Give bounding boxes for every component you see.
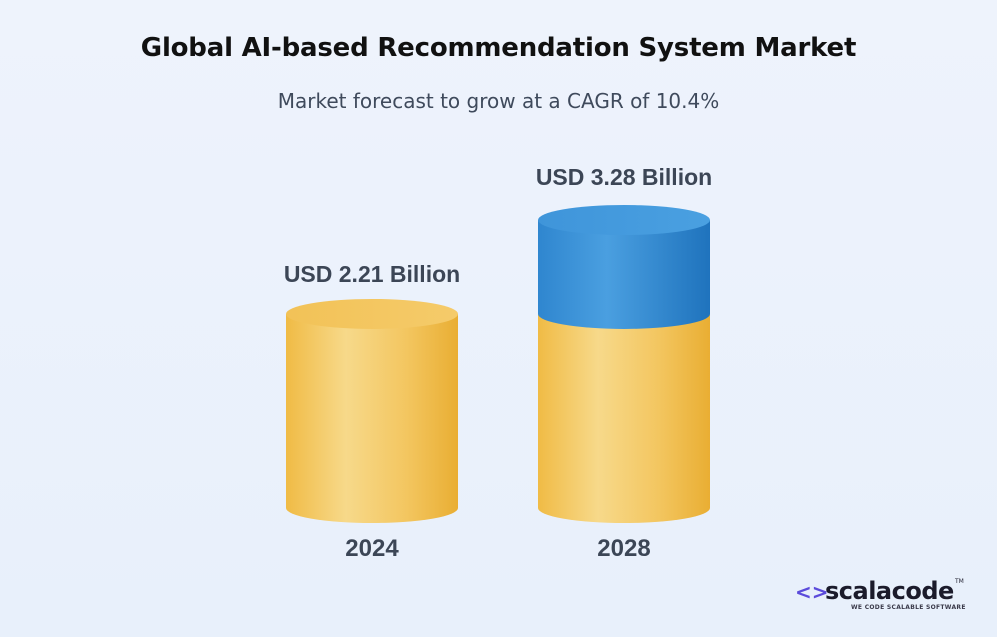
bar-2028-base-segment	[538, 313, 710, 523]
bar-2024-body	[286, 313, 458, 523]
bar-2028-top	[538, 205, 710, 235]
labels: USD 2.21 Billion USD 3.28 Billion 2024 2028	[284, 164, 712, 562]
bars	[286, 205, 710, 523]
chart-title: Global AI-based Recommendation System Ma…	[140, 33, 857, 63]
category-label-2028: 2028	[597, 535, 650, 562]
logo-trademark: TM	[955, 578, 964, 585]
value-label-2028: USD 3.28 Billion	[536, 164, 712, 190]
chart-subtitle: Market forecast to grow at a CAGR of 10.…	[277, 89, 720, 113]
value-label-2024: USD 2.21 Billion	[284, 261, 460, 287]
bar-2028-growth-segment	[538, 220, 710, 329]
bar-2028	[538, 205, 710, 523]
code-brackets-icon: <>	[795, 580, 829, 604]
bar-2024	[286, 298, 458, 523]
category-label-2024: 2024	[345, 535, 399, 562]
logo-wordmark: scalacode	[825, 577, 954, 605]
logo-tagline: WE CODE SCALABLE SOFTWARE	[851, 604, 966, 611]
bar-2024-top	[286, 298, 458, 329]
scalacode-logo: <> scalacode TM WE CODE SCALABLE SOFTWAR…	[795, 577, 965, 617]
